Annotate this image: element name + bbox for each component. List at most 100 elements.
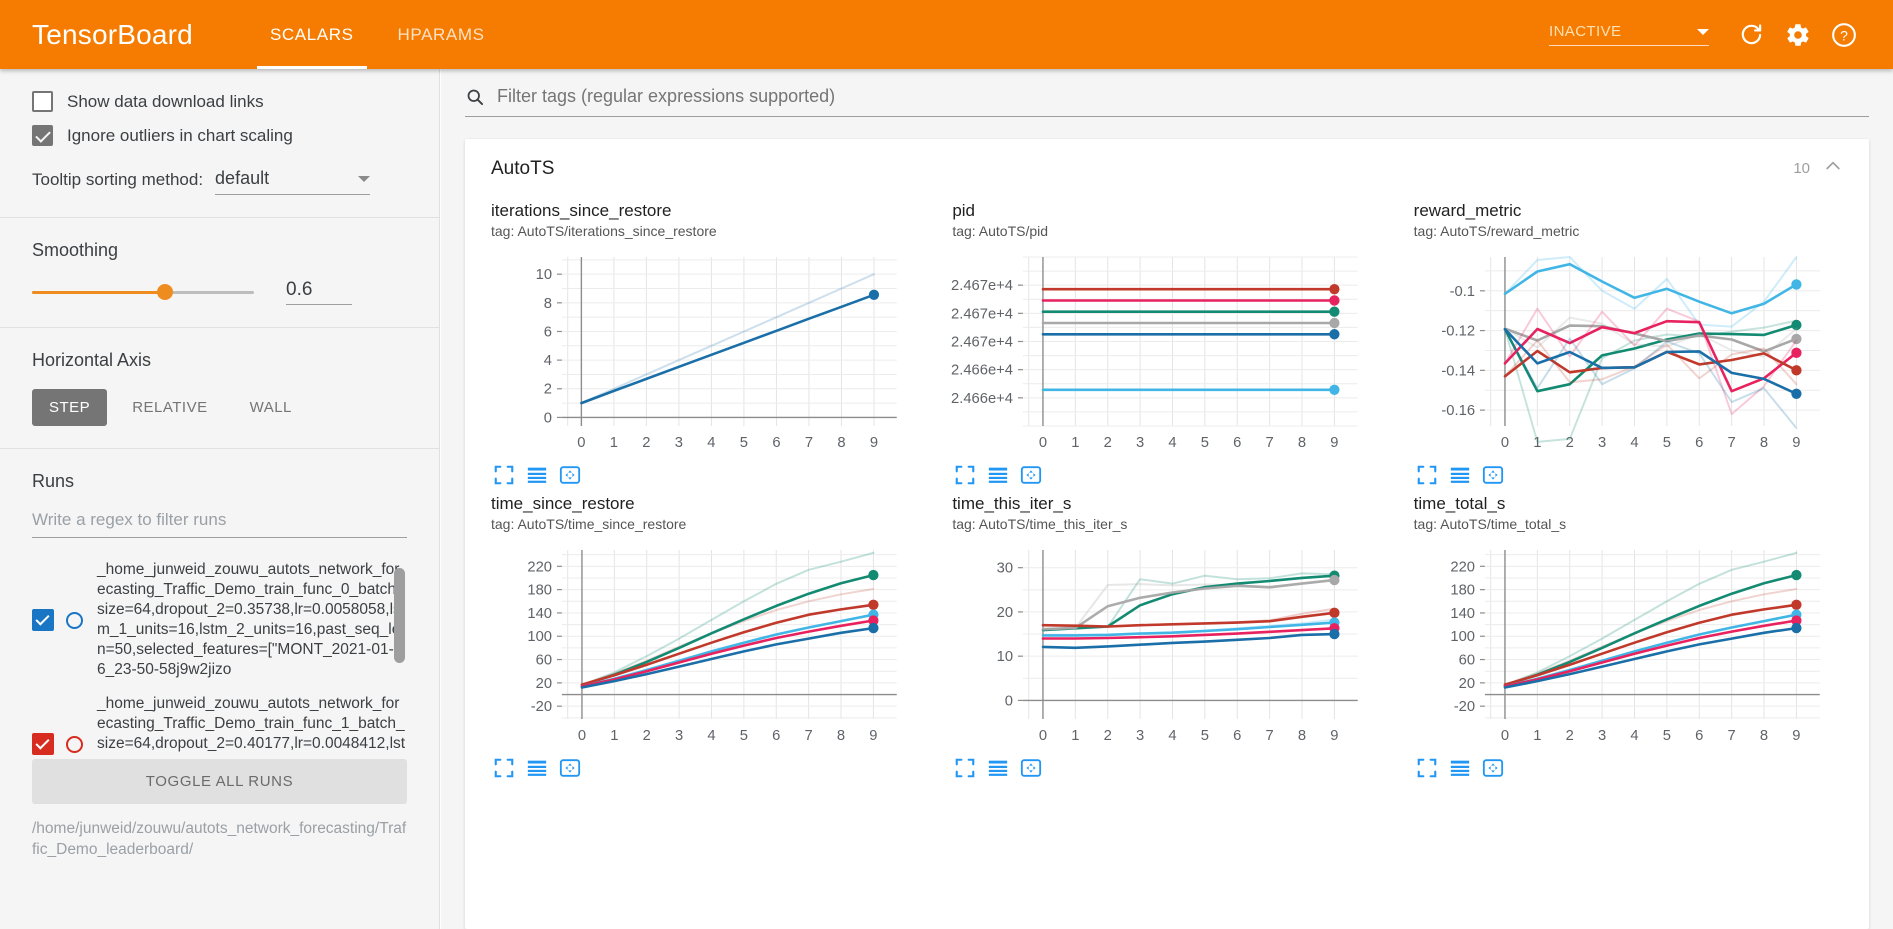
runs-scrollbar[interactable] (394, 568, 405, 663)
tooltip-sorting-row: Tooltip sorting method: default (32, 168, 407, 195)
svg-text:2: 2 (642, 435, 650, 451)
svg-text:8: 8 (544, 296, 552, 312)
run-item[interactable]: _home_junweid_zouwu_autots_network_forec… (32, 694, 407, 755)
pan-reset-icon[interactable] (559, 464, 581, 486)
toggle-all-runs-button[interactable]: TOGGLE ALL RUNS (32, 759, 407, 804)
svg-text:6: 6 (1233, 435, 1241, 451)
svg-text:-0.14: -0.14 (1441, 363, 1475, 379)
help-icon: ? (1832, 22, 1856, 47)
chart-toolbar (950, 460, 1383, 486)
expand-icon[interactable] (954, 757, 976, 779)
axis-option-relative[interactable]: RELATIVE (132, 399, 208, 416)
chart-plot[interactable]: -20 20 60 100 140 180 220 0 1 2 3 4 5 6 7 8 9 (489, 538, 922, 753)
chart-title: iterations_since_restore (491, 201, 672, 220)
data-table-icon[interactable] (526, 757, 548, 779)
svg-text:1: 1 (610, 728, 618, 744)
smoothing-value-input[interactable]: 0.6 (286, 279, 352, 305)
data-table-icon[interactable] (1449, 757, 1471, 779)
tag-filter-bar[interactable]: Filter tags (regular expressions support… (465, 86, 1869, 117)
run-checkbox[interactable] (32, 609, 54, 631)
smoothing-slider-handle[interactable] (157, 284, 174, 300)
tag-group-title: AutoTS (491, 157, 555, 179)
tab-hparams[interactable]: HPARAMS (397, 24, 485, 44)
svg-text:2: 2 (544, 382, 552, 398)
run-name: _home_junweid_zouwu_autots_network_forec… (97, 561, 406, 678)
svg-text:100: 100 (527, 629, 552, 645)
data-table-icon[interactable] (987, 757, 1009, 779)
run-color-swatch[interactable] (66, 735, 83, 753)
svg-text:2.467e+4: 2.467e+4 (951, 278, 1013, 294)
chart-plot[interactable]: 0 10 20 30 0 1 2 3 4 5 6 7 8 9 (950, 538, 1383, 753)
chart-plot[interactable]: 2.467e+4 2.467e+4 2.467e+4 2.466e+4 2.466e+4… (950, 245, 1383, 460)
settings-button[interactable] (1775, 12, 1821, 58)
smoothing-slider[interactable] (32, 284, 254, 300)
axis-option-step[interactable]: STEP (32, 389, 108, 426)
run-checkbox[interactable] (32, 733, 54, 755)
app-header: TensorBoard SCALARS HPARAMS INACTIVE ? (0, 0, 1893, 69)
chevron-up-icon[interactable] (1823, 156, 1843, 181)
run-item[interactable]: _home_junweid_zouwu_autots_network_forec… (32, 560, 407, 680)
run-color-swatch[interactable] (66, 611, 83, 629)
pan-reset-icon[interactable] (1020, 464, 1042, 486)
data-table-icon[interactable] (526, 464, 548, 486)
chart-tag: tag: AutoTS/iterations_since_restore (491, 223, 717, 239)
tag-filter-input[interactable]: Filter tags (regular expressions support… (497, 86, 836, 106)
chart-toolbar (489, 460, 922, 486)
chart-plot[interactable]: 0 2 4 6 8 10 0 1 2 3 4 5 6 7 8 9 (489, 245, 922, 460)
runs-title: Runs (32, 471, 75, 491)
expand-icon[interactable] (493, 464, 515, 486)
expand-icon[interactable] (954, 464, 976, 486)
tooltip-sorting-select[interactable]: default (215, 168, 371, 195)
reload-mode-value: INACTIVE (1549, 23, 1622, 40)
smoothing-title: Smoothing (32, 240, 119, 260)
pan-reset-icon[interactable] (559, 757, 581, 779)
data-table-icon[interactable] (987, 464, 1009, 486)
axis-option-wall[interactable]: WALL (249, 399, 292, 416)
chart-iterations_since_restore: iterations_since_restore tag: AutoTS/iter… (475, 193, 936, 486)
pan-reset-icon[interactable] (1482, 464, 1504, 486)
help-button[interactable]: ? (1821, 12, 1867, 58)
divider (0, 327, 439, 328)
show-download-links-checkbox[interactable] (32, 91, 53, 112)
horizontal-axis-group: STEP RELATIVE WALL (32, 389, 407, 426)
svg-text:60: 60 (1458, 652, 1474, 668)
tag-group-header[interactable]: AutoTS 10 (465, 139, 1869, 193)
svg-text:6: 6 (544, 324, 552, 340)
expand-icon[interactable] (1416, 757, 1438, 779)
chart-plot[interactable]: -20 20 60 100 140 180 220 0 1 2 3 4 5 6 7 8 9 (1412, 538, 1845, 753)
smoothing-row: 0.6 (32, 279, 407, 305)
show-download-links-row[interactable]: Show data download links (32, 91, 407, 112)
svg-text:220: 220 (527, 559, 552, 575)
data-table-icon[interactable] (1449, 464, 1471, 486)
chart-plot[interactable]: -0.16 -0.14 -0.12 -0.1 0 1 2 3 4 5 6 7 8 9 (1412, 245, 1845, 460)
svg-text:7: 7 (1727, 435, 1735, 451)
svg-text:8: 8 (1298, 435, 1306, 451)
expand-icon[interactable] (1416, 464, 1438, 486)
chart-tag: tag: AutoTS/reward_metric (1413, 223, 1580, 239)
expand-icon[interactable] (493, 757, 515, 779)
svg-text:20: 20 (997, 605, 1013, 621)
svg-text:6: 6 (1695, 435, 1703, 451)
tab-scalars[interactable]: SCALARS (248, 0, 376, 69)
svg-text:20: 20 (536, 676, 552, 692)
tag-group-card: AutoTS 10 iterations_since_restore tag: A… (465, 139, 1869, 929)
svg-text:30: 30 (997, 561, 1013, 577)
pan-reset-icon[interactable] (1482, 757, 1504, 779)
svg-text:1: 1 (1072, 435, 1080, 451)
refresh-button[interactable] (1729, 12, 1775, 58)
ignore-outliers-row[interactable]: Ignore outliers in chart scaling (32, 125, 407, 146)
ignore-outliers-checkbox[interactable] (32, 125, 53, 146)
svg-text:4: 4 (1169, 435, 1177, 451)
chart-title: reward_metric (1413, 201, 1522, 220)
runs-filter-input[interactable]: Write a regex to filter runs (32, 510, 407, 538)
svg-text:1: 1 (1072, 728, 1080, 744)
chart-time_since_restore: time_since_restore tag: AutoTS/time_since… (475, 486, 936, 779)
svg-text:3: 3 (1136, 435, 1144, 451)
reload-mode-select[interactable]: INACTIVE (1549, 23, 1709, 46)
svg-text:7: 7 (805, 728, 813, 744)
svg-text:180: 180 (1450, 583, 1475, 599)
pan-reset-icon[interactable] (1020, 757, 1042, 779)
svg-text:0: 0 (1039, 435, 1047, 451)
run-name: _home_junweid_zouwu_autots_network_forec… (97, 695, 406, 752)
svg-text:180: 180 (527, 583, 552, 599)
